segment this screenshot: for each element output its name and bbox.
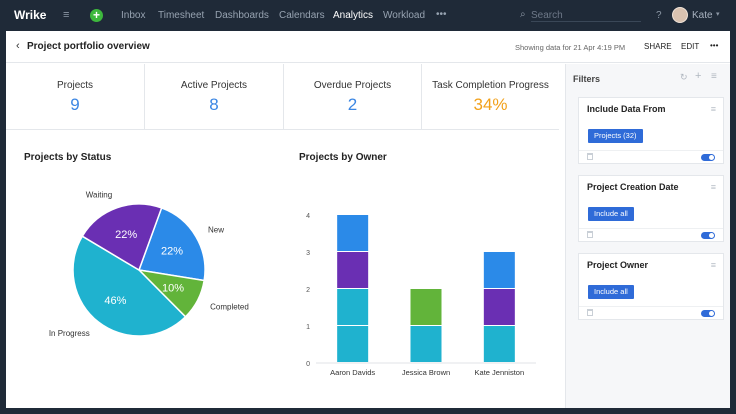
y-tick-label: 4 [306,213,310,220]
x-category-label: Jessica Brown [402,368,450,377]
edit-button[interactable]: EDIT [681,42,700,51]
menu-icon[interactable]: ≡ [63,9,70,21]
back-arrow-icon[interactable]: ‹ [16,40,20,52]
wrike-logo[interactable]: Wrike [14,8,47,22]
filters-title: Filters [573,74,601,84]
bar-segment-in-progress[interactable] [483,326,515,362]
bar-segment-in-progress[interactable] [410,326,442,362]
bar-segment-new[interactable] [337,215,369,251]
metric-value: 2 [347,95,358,114]
bar-segment-waiting[interactable] [337,252,369,288]
filter-toggle[interactable] [701,310,715,317]
filter-toggle[interactable] [701,154,715,161]
filter-card-project-owner: Project Owner ≡ Include all [578,253,724,320]
y-tick-label: 0 [306,361,310,368]
x-category-label: Aaron Davids [330,368,375,377]
trash-icon[interactable] [587,231,593,238]
data-timestamp: Showing data for 21 Apr 4:19 PM [515,43,626,52]
metric-value: 8 [209,95,219,114]
pie-data-label: 46% [104,295,126,307]
bar-segment-in-progress[interactable] [337,326,369,362]
metric-value: 34% [473,95,508,114]
list-icon[interactable]: ≡ [711,71,717,82]
bar-segment-new[interactable] [483,252,515,288]
filter-chip[interactable]: Include all [588,285,634,299]
dashboard-canvas: ‹ Project portfolio overview Showing dat… [6,31,730,408]
nav-dashboards[interactable]: Dashboards [215,10,269,21]
metric-label: Task Completion Progress [432,80,549,91]
metric-task-completion: Task Completion Progress 34% [422,64,559,130]
add-icon[interactable]: + [90,9,103,22]
pie-chart: 22% New 10% Completed 46% In Progress 22% Waiti… [49,191,249,338]
filter-chip[interactable]: Projects (32) [588,129,643,143]
reset-icon[interactable]: ↻ [680,72,688,82]
pie-category-label: Completed [210,303,249,312]
x-category-label: Kate Jenniston [475,368,525,377]
pie-category-label: In Progress [49,329,90,338]
filter-title: Project Creation Date [587,182,679,192]
nav-calendars[interactable]: Calendars [279,10,325,21]
metrics-row: Projects 9 Active Projects 8 Overdue Proje… [6,64,559,130]
more-options-icon[interactable]: ••• [710,41,719,50]
y-tick-label: 1 [306,324,310,331]
user-name[interactable]: Kate [692,10,713,21]
nav-inbox[interactable]: Inbox [121,10,146,21]
chevron-down-icon[interactable]: ▾ [716,11,720,18]
metric-projects: Projects 9 [6,64,145,130]
pie-chart-title: Projects by Status [24,152,112,163]
pie-slice-in-progress[interactable] [72,235,187,337]
metric-label: Active Projects [180,80,248,91]
y-tick-label: 2 [306,287,310,294]
pie-data-label: 22% [115,229,137,241]
add-filter-icon[interactable]: + [695,70,702,82]
nav-more[interactable]: ••• [436,9,447,20]
bar-segment-in-progress[interactable] [337,289,369,325]
pie-data-label: 22% [161,246,183,258]
search-input[interactable]: Search [531,10,641,22]
bar-segment-completed[interactable] [410,289,442,325]
metric-active-projects: Active Projects 8 [145,64,284,130]
trash-icon[interactable] [587,153,593,160]
bar-chart-title: Projects by Owner [299,152,387,163]
top-navigation-bar: Wrike ≡ + Inbox Timesheet Dashboards Cal… [0,0,736,31]
nav-workload[interactable]: Workload [383,10,426,21]
filter-title: Include Data From [587,104,666,114]
avatar[interactable] [672,7,688,23]
metric-label: Overdue Projects [313,80,392,91]
help-icon[interactable]: ? [656,10,662,21]
search-icon[interactable]: ⌕ [520,9,526,20]
y-tick-label: 3 [306,250,310,257]
page-header: ‹ Project portfolio overview Showing dat… [6,31,730,63]
nav-analytics[interactable]: Analytics [333,10,374,21]
pie-data-label: 10% [162,282,184,294]
filter-chip[interactable]: Include all [588,207,634,221]
page-title: Project portfolio overview [27,41,150,52]
nav-timesheet[interactable]: Timesheet [158,10,205,21]
drag-handle-icon[interactable]: ≡ [710,260,716,270]
pie-category-label: New [208,226,224,235]
pie-slice-waiting[interactable] [81,203,163,272]
share-button[interactable]: SHARE [644,42,672,51]
bar-segment-waiting[interactable] [483,289,515,325]
pie-category-label: Waiting [86,191,112,200]
metric-overdue-projects: Overdue Projects 2 [284,64,422,130]
drag-handle-icon[interactable]: ≡ [710,182,716,192]
filters-panel: Filters ↻ + ≡ Include Data From ≡ Project… [565,64,730,408]
divider [579,150,723,151]
divider [579,306,723,307]
filter-title: Project Owner [587,260,649,270]
divider [579,228,723,229]
metric-value: 9 [70,95,80,114]
trash-icon[interactable] [587,309,593,316]
main-panel: Projects 9 Active Projects 8 Overdue Proje… [6,64,559,408]
filter-card-include-data: Include Data From ≡ Projects (32) [578,97,724,164]
drag-handle-icon[interactable]: ≡ [710,104,716,114]
filter-toggle[interactable] [701,232,715,239]
metric-label: Projects [56,80,94,91]
filter-card-creation-date: Project Creation Date ≡ Include all [578,175,724,242]
bar-chart: 0 1 2 3 4 Aaron Davids Jessica Brown Kate Jenni… [306,213,536,377]
